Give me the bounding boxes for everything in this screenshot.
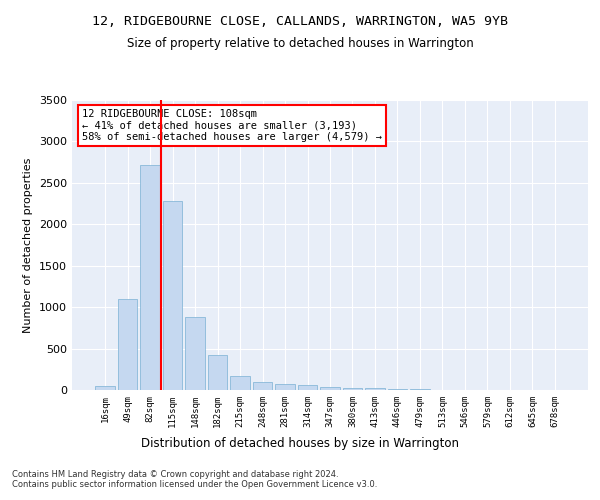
- Bar: [208, 355, 227, 390]
- Bar: [388, 388, 407, 390]
- Y-axis label: Number of detached properties: Number of detached properties: [23, 158, 34, 332]
- Bar: [275, 384, 295, 390]
- Bar: [140, 164, 160, 390]
- Bar: [118, 299, 137, 390]
- Text: Distribution of detached houses by size in Warrington: Distribution of detached houses by size …: [141, 438, 459, 450]
- Bar: [320, 386, 340, 390]
- Bar: [253, 382, 272, 390]
- Bar: [185, 317, 205, 390]
- Bar: [230, 376, 250, 390]
- Text: Size of property relative to detached houses in Warrington: Size of property relative to detached ho…: [127, 38, 473, 51]
- Bar: [298, 386, 317, 390]
- Text: 12 RIDGEBOURNE CLOSE: 108sqm
← 41% of detached houses are smaller (3,193)
58% of: 12 RIDGEBOURNE CLOSE: 108sqm ← 41% of de…: [82, 108, 382, 142]
- Bar: [343, 388, 362, 390]
- Text: Contains public sector information licensed under the Open Government Licence v3: Contains public sector information licen…: [12, 480, 377, 489]
- Bar: [95, 386, 115, 390]
- Bar: [410, 389, 430, 390]
- Bar: [365, 388, 385, 390]
- Text: 12, RIDGEBOURNE CLOSE, CALLANDS, WARRINGTON, WA5 9YB: 12, RIDGEBOURNE CLOSE, CALLANDS, WARRING…: [92, 15, 508, 28]
- Text: Contains HM Land Registry data © Crown copyright and database right 2024.: Contains HM Land Registry data © Crown c…: [12, 470, 338, 479]
- Bar: [163, 201, 182, 390]
